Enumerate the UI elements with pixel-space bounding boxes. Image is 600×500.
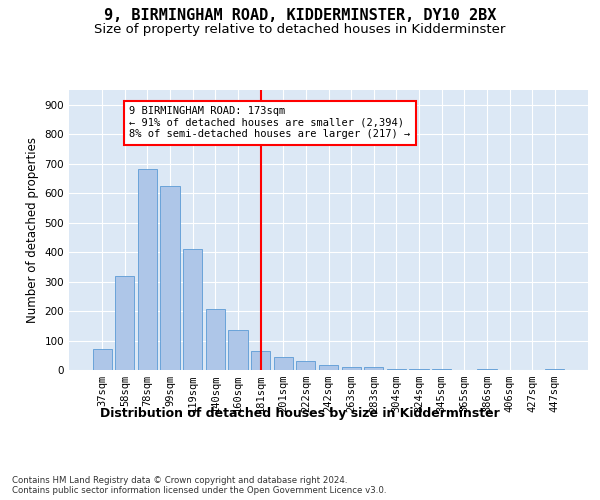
Bar [138, 168, 157, 370]
Bar [274, 356, 293, 370]
Bar [206, 309, 225, 370]
Text: 9, BIRMINGHAM ROAD, KIDDERMINSTER, DY10 2BX: 9, BIRMINGHAM ROAD, KIDDERMINSTER, DY10 … [104, 8, 496, 22]
Text: 9 BIRMINGHAM ROAD: 173sqm
← 91% of detached houses are smaller (2,394)
8% of sem: 9 BIRMINGHAM ROAD: 173sqm ← 91% of detac… [130, 106, 410, 140]
Text: Contains HM Land Registry data © Crown copyright and database right 2024.
Contai: Contains HM Land Registry data © Crown c… [12, 476, 386, 495]
Text: Size of property relative to detached houses in Kidderminster: Size of property relative to detached ho… [94, 22, 506, 36]
Y-axis label: Number of detached properties: Number of detached properties [26, 137, 39, 323]
Bar [545, 368, 565, 370]
Bar [477, 368, 497, 370]
Text: Distribution of detached houses by size in Kidderminster: Distribution of detached houses by size … [100, 408, 500, 420]
Bar [432, 368, 451, 370]
Bar [387, 368, 406, 370]
Bar [160, 186, 180, 370]
Bar [409, 368, 428, 370]
Bar [296, 361, 316, 370]
Bar [183, 249, 202, 370]
Bar [229, 330, 248, 370]
Bar [115, 276, 134, 370]
Bar [341, 367, 361, 370]
Bar [319, 364, 338, 370]
Bar [92, 350, 112, 370]
Bar [251, 351, 270, 370]
Bar [364, 367, 383, 370]
